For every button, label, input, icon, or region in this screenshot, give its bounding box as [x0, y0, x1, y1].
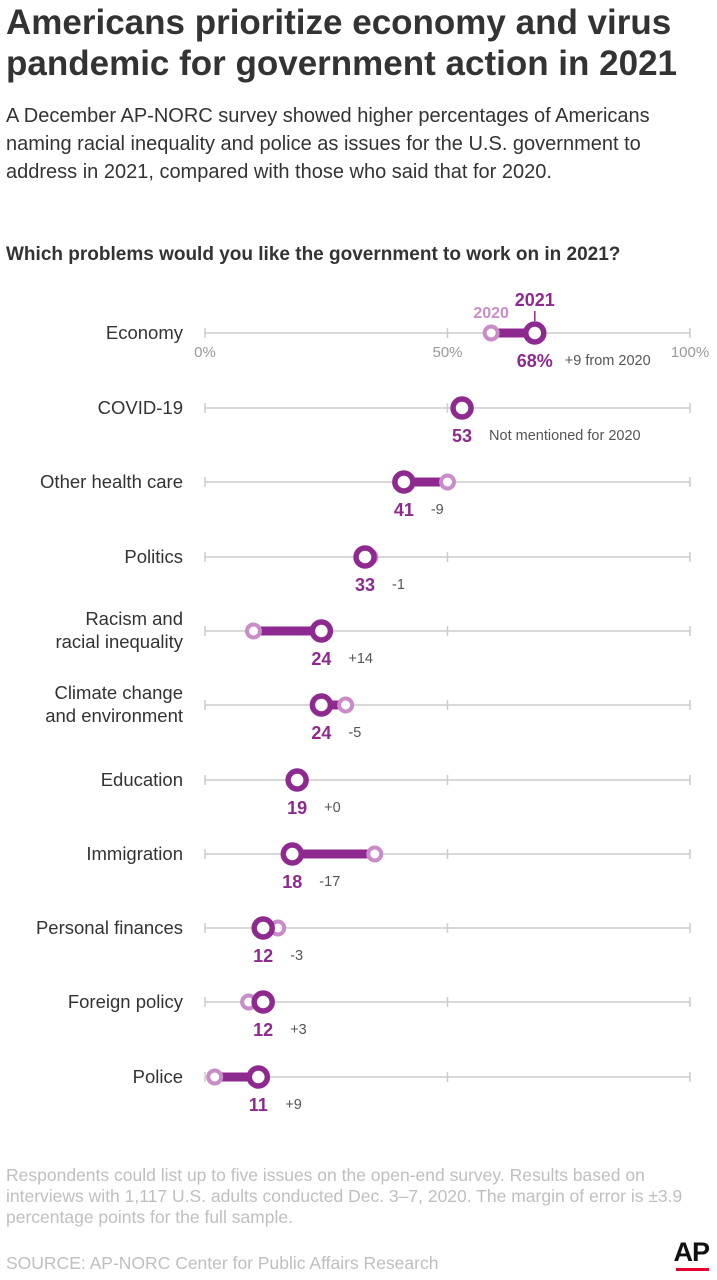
point-2020: [206, 1068, 224, 1086]
chart-title: Americans prioritize economy and virus p…: [6, 3, 677, 83]
ap-logo: AP: [673, 1237, 710, 1267]
source-line: SOURCE: AP-NORC Center for Public Affair…: [6, 1253, 439, 1273]
point-2020: [482, 324, 500, 342]
change-label: Not mentioned for 2020: [489, 428, 641, 444]
category-label: Education: [101, 769, 183, 790]
change-label: +9 from 2020: [565, 353, 651, 369]
category-label: and environment: [45, 705, 183, 726]
change-label: -1: [392, 577, 405, 593]
category-label: Economy: [106, 322, 184, 343]
point-2020: [245, 622, 262, 640]
survey-question: Which problems would you like the govern…: [6, 244, 621, 265]
category-label: Politics: [124, 546, 183, 567]
change-label: +0: [324, 800, 341, 816]
value-label: 18: [282, 872, 302, 892]
category-label: Immigration: [86, 843, 183, 864]
dumbbell-chart: Economy 68% +9 from 2020 0% 50% 100% 2020 2021 C…: [36, 290, 709, 1115]
category-label: Personal finances: [36, 917, 183, 938]
point-2021: [246, 1065, 271, 1089]
value-label: 12: [253, 946, 273, 966]
point-2021: [251, 916, 275, 940]
value-label: 41: [394, 500, 414, 520]
change-label: -3: [290, 948, 303, 964]
category-label: Other health care: [40, 471, 183, 492]
category-label: Climate change: [54, 682, 183, 703]
category-label: Police: [133, 1066, 183, 1087]
legend-2021: 2021: [515, 290, 555, 310]
value-label: 53: [452, 426, 472, 446]
point-2021: [251, 990, 275, 1014]
footnote: Respondents could list up to five issues…: [6, 1165, 683, 1227]
point-2021: [309, 619, 334, 643]
change-label: -9: [431, 502, 444, 518]
point-2021: [280, 842, 305, 866]
value-label: 12: [253, 1020, 273, 1040]
value-label: 19: [287, 798, 307, 818]
point-2020: [366, 845, 384, 863]
category-label: COVID-19: [98, 397, 183, 418]
point-2021: [353, 545, 377, 569]
legend-2020: 2020: [473, 305, 509, 322]
value-label: 24: [311, 649, 331, 669]
point-2021: [309, 693, 334, 717]
point-2021: [285, 768, 309, 792]
point-2020: [337, 696, 355, 714]
change-label: +3: [290, 1022, 307, 1038]
x-tick-label: 100%: [671, 344, 709, 361]
category-label: Foreign policy: [68, 991, 184, 1012]
value-label: 24: [311, 723, 331, 743]
point-2020: [439, 473, 456, 491]
change-label: -5: [348, 725, 361, 741]
change-label: -17: [319, 874, 340, 890]
value-label: 68%: [517, 351, 553, 371]
point-2021: [392, 470, 416, 494]
point-2021: [523, 321, 547, 345]
change-label: +9: [285, 1097, 302, 1113]
point-2021: [450, 396, 474, 420]
x-tick-label: 0%: [194, 344, 216, 361]
x-tick-label: 50%: [432, 344, 462, 361]
chart-subtitle: A December AP-NORC survey showed higher …: [6, 105, 650, 183]
ap-logo-bar: [676, 1268, 709, 1271]
change-label: +14: [348, 651, 373, 667]
value-label: 33: [355, 575, 375, 595]
value-label: 11: [249, 1095, 268, 1115]
category-label: Racism and: [85, 608, 183, 629]
category-label: racial inequality: [55, 631, 183, 652]
